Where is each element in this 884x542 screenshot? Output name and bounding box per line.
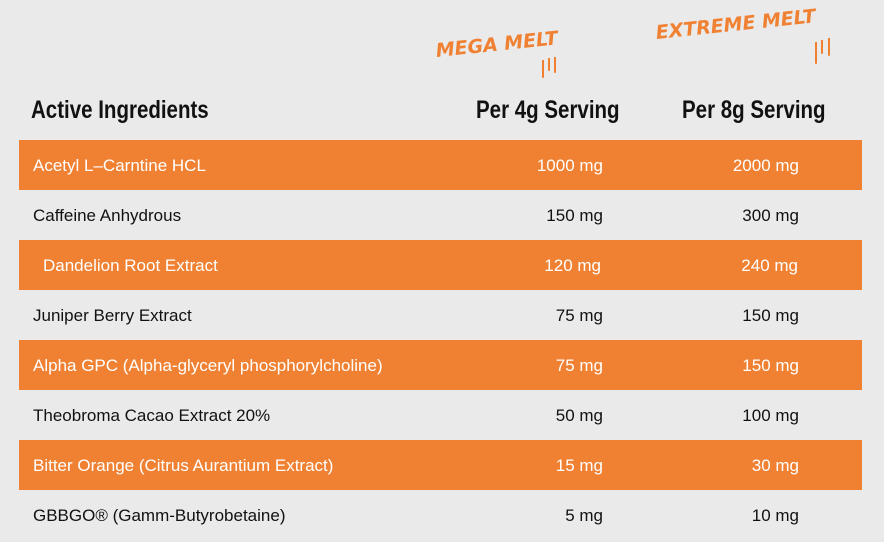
header-per-4g: Per 4g Serving (476, 96, 620, 124)
ingredient-name: Alpha GPC (Alpha-glyceryl phosphorylchol… (33, 356, 383, 375)
per-8g-value: 100 mg (742, 406, 799, 425)
per-4g-value: 75 mg (555, 356, 603, 375)
drip-decoration (821, 40, 823, 54)
table-row: Alpha GPC (Alpha-glyceryl phosphorylchol… (19, 340, 862, 390)
per-8g-value: 150 mg (742, 306, 799, 325)
table-row: Acetyl L–Carntine HCL 1000 mg 2000 mg (19, 140, 862, 190)
ingredient-name: Caffeine Anhydrous (33, 206, 182, 225)
per-4g-value: 5 mg (565, 506, 603, 525)
extreme-melt-logo: EXTREME MELT (654, 5, 817, 44)
drip-decoration (828, 38, 830, 56)
table-row: Theobroma Cacao Extract 20% 50 mg 100 mg (19, 390, 862, 440)
per-4g-value: 75 mg (555, 306, 603, 325)
header-per-8g: Per 8g Serving (682, 96, 826, 124)
per-4g-value: 15 mg (555, 456, 603, 475)
drip-decoration (554, 57, 556, 73)
table-row: Dandelion Root Extract 120 mg 240 mg (19, 240, 862, 290)
mega-melt-logo: MEGA MELT (434, 27, 559, 62)
ingredient-name: Juniper Berry Extract (33, 306, 192, 325)
table-row: Bitter Orange (Citrus Aurantium Extract)… (19, 440, 862, 490)
per-8g-value: 300 mg (742, 206, 799, 225)
ingredient-name: Dandelion Root Extract (43, 256, 218, 275)
per-8g-value: 10 mg (751, 506, 799, 525)
per-4g-value: 150 mg (546, 206, 603, 225)
per-8g-value: 240 mg (741, 256, 798, 275)
per-8g-value: 150 mg (742, 356, 799, 375)
table-header: Active Ingredients Per 4g Serving Per 8g… (0, 92, 884, 132)
per-8g-value: 2000 mg (732, 156, 799, 175)
ingredient-name: Theobroma Cacao Extract 20% (33, 406, 271, 425)
table-row: Caffeine Anhydrous 150 mg 300 mg (19, 190, 862, 240)
ingredient-name: GBBGO® (Gamm-Butyrobetaine) (33, 506, 286, 525)
ingredient-name: Acetyl L–Carntine HCL (33, 156, 206, 175)
table-row: Juniper Berry Extract 75 mg 150 mg (19, 290, 862, 340)
ingredient-name: Bitter Orange (Citrus Aurantium Extract) (33, 456, 334, 475)
header-active-ingredients: Active Ingredients (31, 96, 209, 124)
ingredients-table: Acetyl L–Carntine HCL 1000 mg 2000 mg Ca… (19, 140, 862, 540)
table-row: GBBGO® (Gamm-Butyrobetaine) 5 mg 10 mg (19, 490, 862, 540)
per-4g-value: 1000 mg (536, 156, 603, 175)
drip-decoration (542, 60, 544, 78)
per-4g-value: 50 mg (555, 406, 603, 425)
drip-decoration (815, 42, 817, 64)
per-8g-value: 30 mg (751, 456, 799, 475)
per-4g-value: 120 mg (544, 256, 601, 275)
drip-decoration (548, 58, 550, 71)
